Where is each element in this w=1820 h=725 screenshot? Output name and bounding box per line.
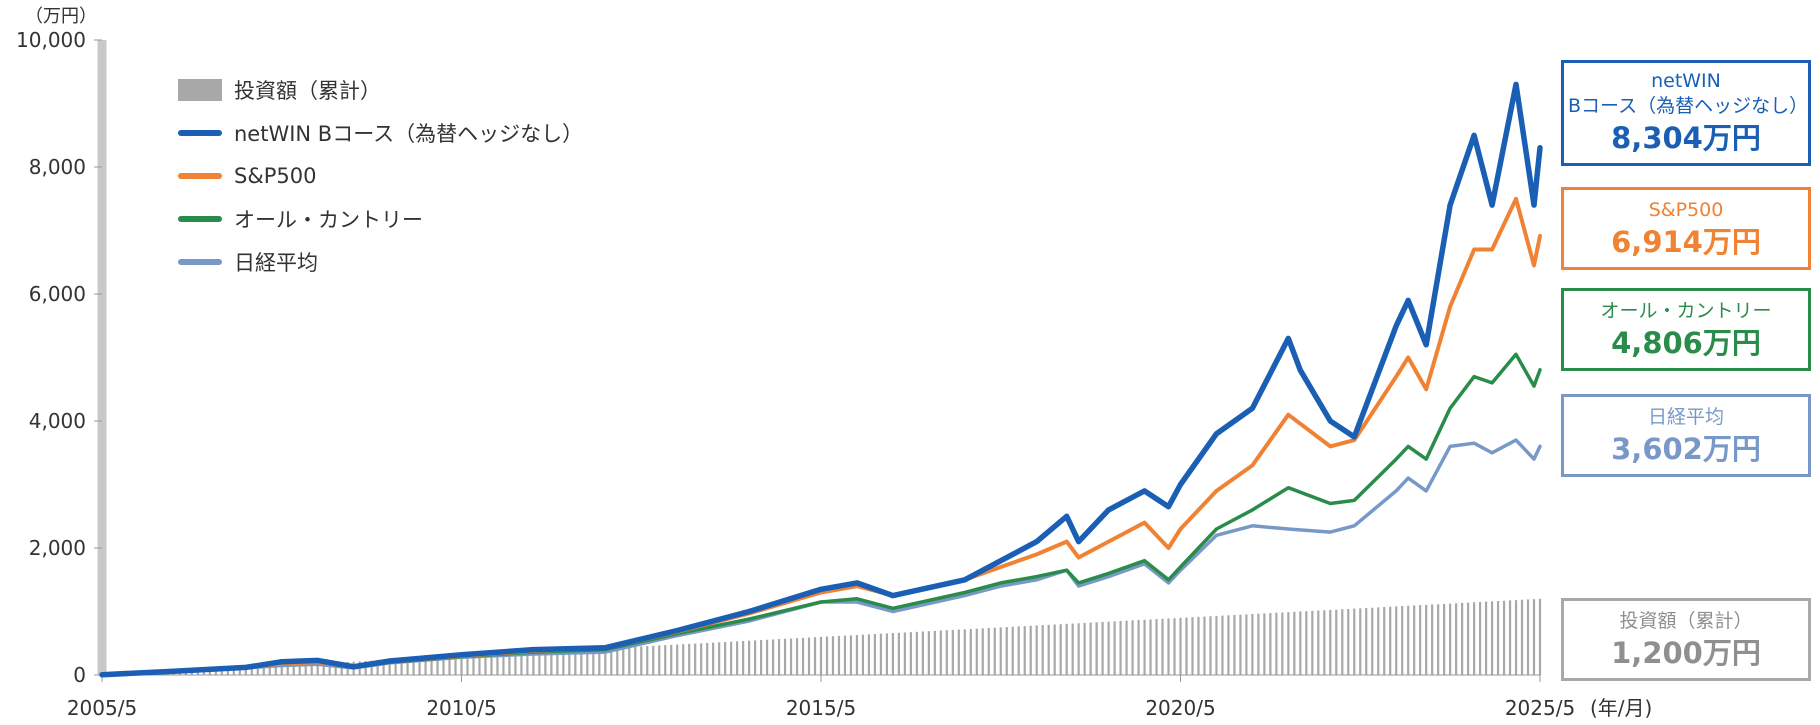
legend-item: 日経平均 [178,240,583,283]
callout-nikkei: 日経平均 3,602万円 [1561,394,1811,477]
legend-item: 投資額（累計） [178,68,583,111]
callout-investment: 投資額（累計） 1,200万円 [1561,598,1811,681]
callout-name: 日経平均 [1647,406,1724,428]
y-tick-label: 4,000 [29,409,86,433]
x-tick-label: 2015/5 [786,696,856,720]
callout-name: S&P500 [1648,199,1724,221]
x-tick-label: 2020/5 [1145,696,1215,720]
y-tick-label: 6,000 [29,282,86,306]
legend-item: S&P500 [178,154,583,197]
x-tick-label: 2025/5 [1505,696,1575,720]
investment-bars [106,598,1542,675]
legend-swatch [178,129,222,136]
legend-swatch [178,215,222,222]
callout-value: 8,304万円 [1611,121,1761,155]
legend-item: オール・カントリー [178,197,583,240]
callout-value: 1,200万円 [1611,636,1761,670]
legend-label: S&P500 [234,163,317,188]
legend-item: netWIN Bコース（為替ヘッジなし） [178,111,583,154]
legend-label: 日経平均 [234,250,318,275]
x-axis-unit: (年/月) [1590,696,1652,720]
legend-swatch [178,258,222,265]
callout-name: netWIN [1651,70,1721,92]
y-tick-label: 8,000 [29,155,86,179]
x-tick-label: 2005/5 [67,696,137,720]
callout-value: 6,914万円 [1611,225,1761,259]
series-line-netwin [99,81,1543,678]
legend-label: 投資額（累計） [234,78,381,103]
callout-allcountry: オール・カントリー 4,806万円 [1561,288,1811,371]
legend-label: オール・カントリー [234,207,423,232]
series-lines [99,81,1543,678]
legend-swatch [178,78,222,101]
chart-legend: 投資額（累計） netWIN Bコース（為替ヘッジなし） S&P500 オール・カント… [178,68,583,283]
legend-label: netWIN Bコース（為替ヘッジなし） [234,121,584,146]
callout-sp500: S&P500 6,914万円 [1561,187,1811,270]
y-tick-label: 2,000 [29,536,86,560]
callout-netwin: netWIN Bコース（為替ヘッジなし） 8,304万円 [1561,60,1811,166]
x-axis-ticks: 2005/5 2010/5 2015/5 2020/5 2025/5 [67,675,1575,720]
legend-swatch [178,172,222,179]
y-tick-label: 0 [73,663,86,687]
x-tick-label: 2010/5 [426,696,496,720]
callout-value: 4,806万円 [1611,326,1761,360]
callout-value: 3,602万円 [1611,432,1761,466]
y-tick-label: 10,000 [16,28,86,52]
y-axis-ticks: 0 2,000 4,000 6,000 8,000 10,000 [16,28,102,687]
callout-name: オール・カントリー [1600,300,1772,322]
callout-name: Bコース（為替ヘッジなし） [1568,95,1809,117]
y-axis-unit: （万円） [25,6,97,27]
callout-name: 投資額（累計） [1619,610,1753,632]
